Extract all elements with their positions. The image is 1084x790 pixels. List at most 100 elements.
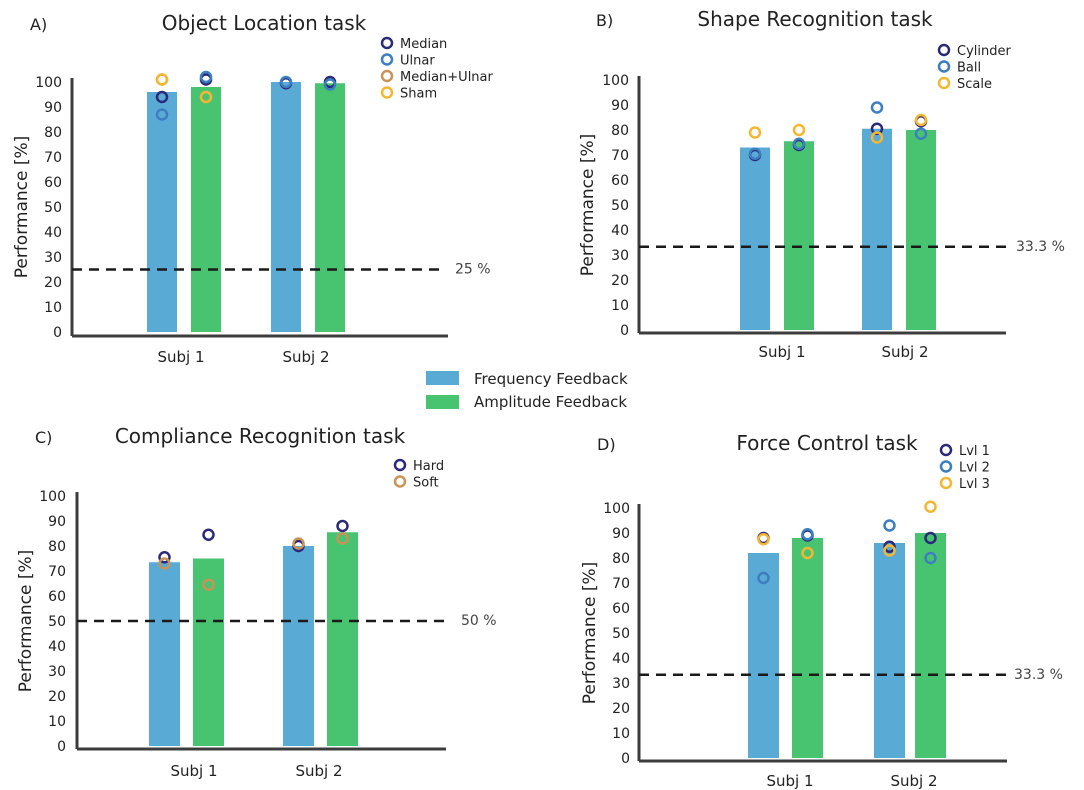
bar <box>784 141 814 330</box>
marker-legend-label: Lvl 3 <box>959 477 990 492</box>
bar <box>327 532 358 746</box>
chart-title: Shape Recognition task <box>697 7 933 31</box>
data-marker <box>870 131 884 144</box>
y-tick-label: 0 <box>57 739 66 755</box>
marker-legend-icon <box>393 475 407 488</box>
y-tick-label: 70 <box>612 576 630 592</box>
bar <box>874 543 905 758</box>
chance-level-label: 50 % <box>461 613 497 629</box>
y-tick-label: 50 <box>48 614 66 630</box>
bar <box>862 128 892 330</box>
y-axis-label: Performance [%] <box>578 134 598 277</box>
bar <box>315 83 345 332</box>
marker-legend-icon <box>380 53 394 66</box>
x-tick-label: Subj 2 <box>881 343 928 361</box>
data-marker <box>792 137 806 150</box>
marker-legend-label: Lvl 2 <box>959 461 990 476</box>
bar <box>906 130 936 330</box>
marker-legend-icon <box>380 36 394 50</box>
y-tick-label: 50 <box>612 626 630 642</box>
panel-label: A) <box>30 15 47 34</box>
y-tick-label: 70 <box>48 564 66 580</box>
data-marker <box>792 123 806 137</box>
data-marker <box>158 557 171 570</box>
y-tick-label: 40 <box>48 639 66 655</box>
data-marker <box>924 531 937 545</box>
y-tick-label: 80 <box>44 125 62 141</box>
y-tick-label: 0 <box>53 325 62 341</box>
legend-swatch-frequency <box>426 371 459 385</box>
bar <box>748 553 779 758</box>
bar <box>191 87 221 332</box>
marker-legend-icon <box>937 60 951 73</box>
chart-panel-4: D) Force Control task Performance [%] 0 10 20… <box>580 431 1063 790</box>
y-tick-label: 30 <box>48 664 66 680</box>
bar <box>147 92 177 332</box>
marker-legend-label: Cylinder <box>957 44 1011 59</box>
data-marker <box>323 78 337 91</box>
data-marker <box>883 544 896 557</box>
data-marker <box>748 126 762 139</box>
data-marker <box>199 90 213 104</box>
y-tick-label: 90 <box>611 98 629 114</box>
legend-label-frequency: Frequency Feedback <box>474 370 628 388</box>
marker-legend-icon <box>937 76 951 90</box>
data-marker <box>155 108 169 121</box>
y-tick-label: 50 <box>44 200 62 216</box>
x-tick-label: Subj 2 <box>282 348 329 366</box>
x-tick-label: Subj 2 <box>295 762 342 780</box>
y-tick-label: 80 <box>48 539 66 555</box>
data-marker <box>202 528 215 541</box>
data-marker <box>336 532 349 545</box>
data-marker <box>336 519 349 533</box>
marker-legend-label: Median+Ulnar <box>400 70 494 85</box>
panel-label: D) <box>597 435 616 454</box>
bar <box>193 558 224 746</box>
bar <box>792 538 823 758</box>
chance-level-label: 33.3 % <box>1014 667 1063 683</box>
chart-title: Compliance Recognition task <box>115 424 406 448</box>
chart-title: Object Location task <box>162 11 367 35</box>
y-tick-label: 40 <box>612 651 630 667</box>
legend-label-amplitude: Amplitude Feedback <box>474 393 627 411</box>
chart-panel-3: C) Compliance Recognition task Performance… <box>16 424 497 780</box>
data-marker <box>158 551 171 564</box>
data-marker <box>757 533 770 546</box>
y-tick-label: 0 <box>620 323 629 339</box>
marker-legend-label: Sham <box>400 87 437 102</box>
y-tick-label: 30 <box>611 248 629 264</box>
y-tick-label: 100 <box>603 501 630 517</box>
marker-legend-label: Median <box>400 37 447 52</box>
y-tick-label: 20 <box>612 701 630 717</box>
data-marker <box>870 101 884 114</box>
y-tick-label: 20 <box>611 273 629 289</box>
data-marker <box>914 113 928 127</box>
y-tick-label: 80 <box>611 123 629 139</box>
legend-swatch-amplitude <box>426 395 459 409</box>
bar <box>283 546 314 746</box>
marker-legend-icon <box>393 458 407 472</box>
data-marker <box>883 519 896 532</box>
y-tick-label: 60 <box>48 589 66 605</box>
y-tick-label: 80 <box>612 551 630 567</box>
bar <box>149 562 180 746</box>
x-tick-label: Subj 1 <box>157 348 204 366</box>
data-marker <box>914 127 928 140</box>
y-tick-label: 10 <box>44 300 62 316</box>
data-marker <box>279 75 293 89</box>
y-axis-label: Performance [%] <box>12 136 32 279</box>
marker-legend-label: Ulnar <box>400 54 435 69</box>
y-tick-label: 70 <box>44 150 62 166</box>
x-tick-label: Subj 1 <box>758 343 805 361</box>
panel-label: C) <box>35 428 52 447</box>
chance-level-label: 33.3 % <box>1016 239 1065 255</box>
marker-legend-icon <box>380 86 394 99</box>
marker-legend-icon <box>380 69 394 83</box>
y-tick-label: 0 <box>621 751 630 767</box>
data-marker <box>748 147 762 160</box>
marker-legend-icon <box>937 43 951 57</box>
data-marker <box>155 90 169 104</box>
marker-legend-icon <box>939 443 953 457</box>
shared-legend: Frequency Feedback Amplitude Feedback <box>426 370 628 411</box>
